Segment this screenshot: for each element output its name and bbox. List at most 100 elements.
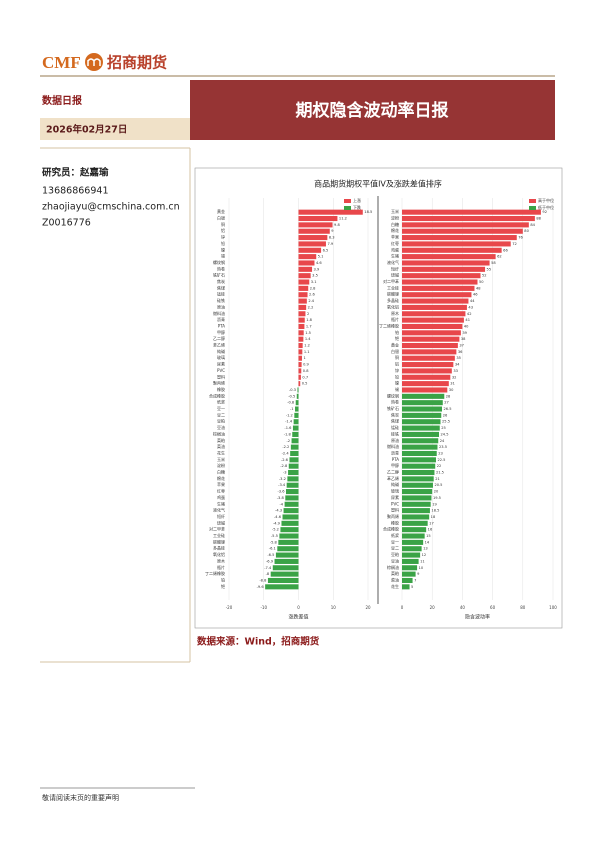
category-label: 塑料 — [217, 373, 225, 379]
value-label: -1 — [290, 407, 294, 411]
bar — [295, 400, 299, 406]
category-label: 镍 — [221, 246, 225, 252]
category-label: 硅铁 — [217, 297, 225, 303]
category-label: 玉米 — [217, 456, 225, 462]
bar — [402, 508, 430, 514]
value-label: 16 — [428, 528, 433, 532]
bar — [298, 247, 322, 253]
value-label: 92 — [542, 210, 547, 214]
bar — [298, 254, 317, 260]
value-label: 43 — [468, 305, 473, 309]
value-label: 18.5 — [364, 210, 372, 214]
bar — [402, 304, 467, 310]
bar — [270, 571, 299, 577]
category-label: 淀粉 — [217, 462, 225, 468]
bar — [298, 311, 306, 317]
category-label: 豆一 — [217, 406, 225, 411]
bar — [402, 406, 443, 412]
value-label: -7.4 — [264, 566, 272, 570]
bar — [296, 393, 299, 399]
category-label: 锰硅 — [217, 291, 225, 297]
bar — [298, 330, 304, 336]
x-tick-label: 40 — [460, 605, 466, 610]
bar — [402, 387, 448, 393]
category-label: 红枣 — [217, 488, 225, 494]
value-label: 23 — [438, 451, 443, 455]
bar — [291, 438, 299, 444]
x-tick-label: 20 — [430, 605, 436, 610]
bar — [402, 298, 469, 304]
category-label: 原油 — [391, 437, 399, 443]
x-tick-label: 0 — [401, 605, 404, 610]
bar — [402, 323, 463, 330]
bar — [402, 374, 451, 380]
value-label: 1.7 — [306, 324, 312, 328]
value-label: 7.9 — [327, 242, 333, 246]
value-label: 7 — [414, 578, 416, 582]
category-label: 苯乙烯 — [213, 342, 225, 348]
category-label: 焦炭 — [217, 278, 225, 284]
bar — [298, 362, 302, 368]
value-label: 1.8 — [306, 318, 312, 322]
value-label: 2.4 — [308, 299, 314, 303]
category-label: 多晶硅 — [213, 545, 225, 551]
category-label: 氧化铝 — [387, 303, 399, 309]
value-label: -6.9 — [266, 559, 274, 563]
value-label: 38 — [461, 337, 466, 341]
category-label: 铜 — [221, 221, 225, 227]
bar — [288, 463, 299, 469]
category-label: 纸浆 — [217, 399, 225, 405]
category-label: 工业硅 — [213, 532, 225, 538]
category-label: 白银 — [391, 348, 399, 354]
category-label: 锰硅 — [391, 424, 399, 430]
value-label: 22 — [437, 464, 442, 468]
report-title: 期权隐含波动率日报 — [296, 100, 449, 121]
category-label: 原木 — [391, 310, 399, 316]
value-label: 3.5 — [312, 274, 318, 278]
value-label: -6.1 — [269, 547, 276, 551]
bar — [298, 279, 310, 285]
bar — [298, 381, 301, 387]
bar — [402, 457, 436, 463]
category-label: 工业硅 — [387, 284, 399, 290]
value-label: -1.2 — [286, 413, 293, 417]
analyst-label: 研究员：赵嘉瑜 — [42, 167, 109, 179]
analyst-license: Z0016776 — [42, 218, 91, 229]
value-label: 6.5 — [323, 248, 329, 252]
value-label: 0.7 — [302, 375, 308, 379]
category-label: 瓶片 — [217, 564, 225, 570]
category-label: 苹果 — [217, 481, 225, 487]
value-label: 18 — [431, 515, 436, 519]
bar — [402, 330, 461, 336]
category-label: 甲醇 — [391, 462, 399, 468]
value-label: -4.6 — [274, 515, 282, 519]
bar — [402, 527, 427, 533]
bar — [402, 311, 466, 317]
category-label: PVC — [391, 501, 399, 506]
bar — [402, 539, 424, 545]
value-label: 36 — [458, 350, 463, 354]
category-label: 铝 — [221, 227, 225, 233]
value-label: 28 — [446, 394, 451, 398]
category-label: 纸浆 — [391, 532, 399, 538]
bar — [298, 355, 302, 361]
chart: 商品期货期权平值IV及涨跌差值排序-20 -10 0 10 20涨跌差值黄金白银铜铝锌铅… — [205, 179, 557, 621]
value-label: -4.3 — [275, 509, 282, 513]
category-label: 热卷 — [217, 265, 225, 271]
category-label: 花生 — [217, 449, 225, 455]
value-label: 24.5 — [440, 432, 448, 436]
bar — [402, 514, 430, 520]
bar — [402, 215, 535, 222]
value-label: 40 — [464, 324, 469, 328]
bar — [285, 495, 299, 501]
bar — [402, 546, 422, 552]
value-label: 13 — [423, 547, 428, 551]
category-label: 锌 — [221, 234, 225, 240]
bar — [298, 273, 311, 279]
value-label: 46 — [473, 293, 478, 297]
category-label: 短纤 — [217, 513, 225, 519]
value-label: 88 — [536, 217, 541, 221]
value-label: -1.6 — [284, 426, 292, 430]
category-label: 生猪 — [217, 500, 225, 506]
bar — [402, 552, 421, 558]
